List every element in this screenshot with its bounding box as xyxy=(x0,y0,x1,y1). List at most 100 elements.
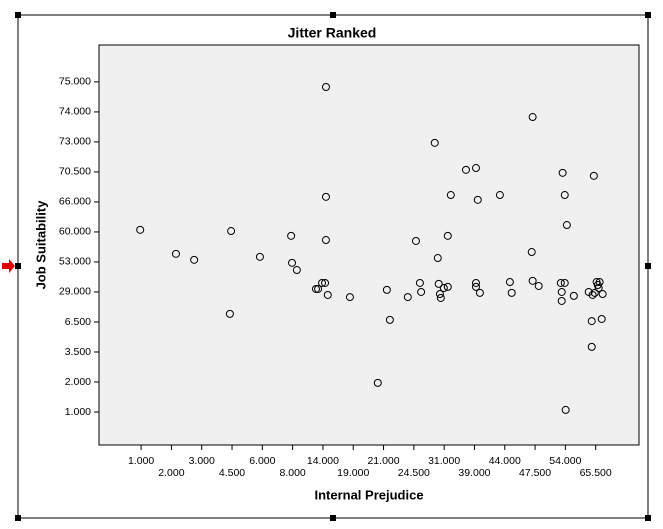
point xyxy=(527,248,536,257)
plot-area xyxy=(98,44,640,446)
point xyxy=(415,278,424,287)
point xyxy=(288,258,297,267)
y-tick-label: 53.000 xyxy=(59,256,91,268)
point xyxy=(590,288,599,297)
point xyxy=(588,290,597,299)
point xyxy=(292,266,301,275)
point xyxy=(475,288,484,297)
point xyxy=(534,281,543,290)
point xyxy=(382,285,391,294)
point xyxy=(594,284,603,293)
point xyxy=(411,236,420,245)
point xyxy=(321,192,330,201)
point xyxy=(587,317,596,326)
x-tick-label: 4.500 xyxy=(219,467,245,479)
point xyxy=(190,255,199,264)
x-tick-label: 31.000 xyxy=(428,455,460,467)
x-tick-label: 24.500 xyxy=(398,467,430,479)
point xyxy=(439,284,448,293)
point xyxy=(587,342,596,351)
y-tick-label: 73.000 xyxy=(59,136,91,148)
point xyxy=(597,314,606,323)
x-tick-label: 39.000 xyxy=(458,467,490,479)
y-tick-label: 1.000 xyxy=(65,406,91,418)
point xyxy=(443,231,452,240)
chart-title: Jitter Ranked xyxy=(288,25,377,41)
point xyxy=(495,191,504,200)
x-tick-label: 21.000 xyxy=(367,455,399,467)
point xyxy=(321,236,330,245)
point xyxy=(471,164,480,173)
point xyxy=(589,171,598,180)
point xyxy=(434,279,443,288)
point xyxy=(417,287,426,296)
point xyxy=(225,309,234,318)
point xyxy=(430,138,439,147)
point xyxy=(373,378,382,387)
y-tick-label: 75.000 xyxy=(59,76,91,88)
y-tick-label: 3.500 xyxy=(65,346,91,358)
point xyxy=(345,293,354,302)
point xyxy=(321,278,330,287)
point xyxy=(318,278,327,287)
y-axis-label: Job Suitability xyxy=(33,200,48,290)
y-tick-label: 29.000 xyxy=(59,286,91,298)
point xyxy=(557,296,566,305)
point xyxy=(311,284,320,293)
point xyxy=(558,168,567,177)
resize-handles xyxy=(15,12,651,521)
point xyxy=(556,278,565,287)
y-tick-label: 66.000 xyxy=(59,196,91,208)
y-tick-label: 60.000 xyxy=(59,226,91,238)
point xyxy=(528,276,537,285)
point xyxy=(473,195,482,204)
y-tick-label: 70.500 xyxy=(59,166,91,178)
point xyxy=(435,290,444,299)
point xyxy=(255,252,264,261)
point xyxy=(446,191,455,200)
x-tick-label: 14.000 xyxy=(307,455,339,467)
x-tick-label: 1.000 xyxy=(128,455,154,467)
point xyxy=(505,278,514,287)
point xyxy=(528,113,537,122)
x-tick-label: 19.000 xyxy=(337,467,369,479)
y-tick-label: 2.000 xyxy=(65,376,91,388)
point xyxy=(136,225,145,234)
point xyxy=(560,278,569,287)
point xyxy=(436,293,445,302)
y-tick-label: 6.500 xyxy=(65,316,91,328)
point xyxy=(403,293,412,302)
point xyxy=(314,284,323,293)
x-tick-label: 6.000 xyxy=(249,455,275,467)
point xyxy=(562,221,571,230)
point xyxy=(507,288,516,297)
point xyxy=(560,191,569,200)
point xyxy=(227,227,236,236)
selection-arrow xyxy=(2,259,15,273)
point xyxy=(433,254,442,263)
x-tick-label: 54.000 xyxy=(549,455,581,467)
point xyxy=(598,290,607,299)
x-axis-label: Internal Prejudice xyxy=(314,487,423,502)
point xyxy=(569,291,578,300)
point xyxy=(471,278,480,287)
point xyxy=(385,315,394,324)
point xyxy=(471,282,480,291)
x-tick-label: 44.000 xyxy=(489,455,521,467)
point xyxy=(595,278,604,287)
x-tick-label: 2.000 xyxy=(158,467,184,479)
point xyxy=(561,405,570,414)
x-tick-label: 47.500 xyxy=(519,467,551,479)
y-tick-label: 74.000 xyxy=(59,106,91,118)
point xyxy=(557,287,566,296)
x-tick-label: 65.500 xyxy=(580,467,612,479)
point xyxy=(443,282,452,291)
point xyxy=(321,83,330,92)
point xyxy=(323,290,332,299)
point xyxy=(171,249,180,258)
x-tick-label: 3.000 xyxy=(189,455,215,467)
point xyxy=(287,231,296,240)
x-tick-label: 8.000 xyxy=(279,467,305,479)
